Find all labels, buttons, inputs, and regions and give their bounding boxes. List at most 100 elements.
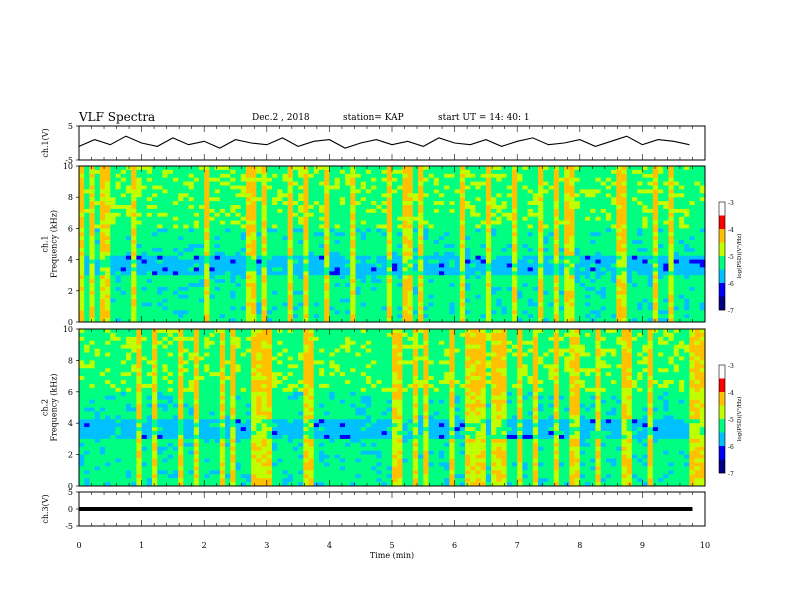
spectrogram-cell bbox=[585, 267, 591, 272]
spectrogram-cell bbox=[89, 279, 95, 284]
spectrogram-cell bbox=[355, 201, 361, 206]
spectrogram-cell bbox=[225, 302, 231, 307]
spectrogram-cell bbox=[131, 228, 137, 233]
spectrogram-cell bbox=[318, 205, 325, 210]
spectrogram-cell bbox=[397, 259, 403, 264]
spectrogram-cell bbox=[376, 228, 382, 233]
spectrogram-cell bbox=[381, 271, 388, 276]
spectrogram-cell bbox=[658, 220, 664, 225]
spectrogram-cell bbox=[193, 314, 200, 319]
spectrogram-cell bbox=[585, 228, 591, 233]
spectrogram-cell bbox=[579, 314, 586, 319]
spectrogram-cell bbox=[266, 255, 273, 260]
spectrogram-cell bbox=[668, 181, 674, 186]
spectrogram-cell bbox=[485, 263, 492, 268]
spectrogram-cell bbox=[105, 185, 111, 190]
spectrogram-cell bbox=[146, 193, 153, 198]
spectrogram-cell bbox=[444, 267, 450, 272]
spectrogram-cell bbox=[699, 267, 706, 272]
spectrogram-cell bbox=[699, 279, 706, 284]
spectrogram-cell bbox=[334, 169, 341, 175]
spectrogram-cell bbox=[470, 185, 476, 190]
spectrogram-cell bbox=[183, 275, 189, 280]
spectrogram-cell bbox=[585, 251, 591, 256]
spectrogram-cell bbox=[204, 314, 210, 319]
spectrogram-cell bbox=[689, 216, 695, 221]
spectrogram-cell bbox=[658, 181, 664, 186]
spectrogram-cell bbox=[444, 236, 450, 241]
spectrogram-cell bbox=[485, 201, 492, 206]
spectrogram-cell bbox=[423, 224, 429, 229]
spectrogram-cell bbox=[470, 286, 476, 292]
spectrogram-cell bbox=[313, 271, 320, 276]
spectrogram-cell bbox=[392, 228, 398, 233]
spectrogram-cell bbox=[595, 228, 601, 233]
spectrogram-cell bbox=[590, 298, 596, 303]
spectrogram-cell bbox=[496, 216, 502, 221]
spectrogram-cell bbox=[392, 314, 398, 319]
spectrogram-cell bbox=[652, 263, 659, 268]
spectrogram-cell bbox=[397, 306, 403, 311]
spectrogram-cell bbox=[626, 290, 633, 295]
spectrogram-cell bbox=[465, 173, 471, 178]
spectrogram-cell bbox=[89, 189, 95, 194]
spectrogram-cell bbox=[303, 244, 309, 249]
spectrogram-cell bbox=[172, 259, 179, 264]
spectrogram-cell bbox=[611, 185, 617, 190]
spectrogram-cell bbox=[115, 220, 122, 225]
spectrogram-cell bbox=[631, 259, 638, 264]
spectrogram-cell bbox=[438, 314, 445, 319]
spectrogram-cell bbox=[558, 232, 565, 237]
spectrogram-cell bbox=[84, 263, 90, 268]
spectrogram-cell bbox=[611, 197, 617, 202]
spectrogram-cell bbox=[193, 224, 200, 229]
spectrogram-cell bbox=[470, 318, 476, 323]
spectrogram-cell bbox=[324, 185, 330, 190]
spectrogram-cell bbox=[334, 177, 341, 182]
spectrogram-cell bbox=[407, 306, 414, 311]
spectrogram-cell bbox=[631, 205, 638, 210]
spectrogram-cell bbox=[89, 181, 95, 186]
spectrogram-cell bbox=[668, 236, 674, 241]
spectrogram-cell bbox=[136, 208, 142, 214]
spectrogram-cell bbox=[167, 208, 174, 214]
spectrogram-cell bbox=[694, 208, 701, 214]
spectrogram-cell bbox=[449, 314, 455, 319]
spectrogram-cell bbox=[480, 220, 487, 225]
spectrogram-cell bbox=[136, 286, 142, 292]
spectrogram-cell bbox=[324, 169, 330, 175]
spectrogram-cell bbox=[631, 169, 638, 175]
spectrogram-cell bbox=[412, 197, 419, 202]
spectrogram-cell bbox=[511, 197, 518, 202]
spectrogram-cell bbox=[626, 259, 633, 264]
spectrogram-cell bbox=[298, 193, 304, 198]
spectrogram-cell bbox=[595, 263, 601, 268]
spectrogram-cell bbox=[120, 286, 127, 292]
spectrogram-cell bbox=[475, 224, 481, 229]
spectrogram-cell bbox=[376, 232, 382, 237]
spectrogram-cell bbox=[412, 275, 419, 280]
spectrogram-cell bbox=[564, 310, 570, 315]
spectrogram-cell bbox=[167, 279, 174, 284]
spectrogram-cell bbox=[397, 275, 403, 280]
spectrogram-cell bbox=[152, 173, 158, 178]
spectrogram-cell bbox=[386, 310, 393, 315]
spectrogram-cell bbox=[251, 169, 257, 175]
spectrogram-cell bbox=[162, 310, 168, 315]
spectrogram-cell bbox=[506, 286, 513, 292]
spectrogram-cell bbox=[230, 193, 236, 198]
spectrogram-cell bbox=[308, 212, 315, 217]
spectrogram-cell bbox=[553, 173, 560, 178]
spectrogram-cell bbox=[162, 181, 168, 186]
spectrogram-cell bbox=[110, 302, 116, 307]
spectrogram-cell bbox=[324, 173, 330, 178]
spectrogram-cell bbox=[209, 279, 215, 284]
spectrogram-cell bbox=[79, 169, 85, 175]
spectrogram-cell bbox=[511, 251, 518, 256]
spectrogram-cell bbox=[511, 294, 518, 299]
spectrogram-cell bbox=[261, 197, 268, 202]
spectrogram-cell bbox=[261, 169, 268, 175]
spectrogram-cell bbox=[699, 290, 706, 295]
spectrogram-cell bbox=[548, 185, 555, 190]
spectrogram-cell bbox=[272, 294, 278, 299]
